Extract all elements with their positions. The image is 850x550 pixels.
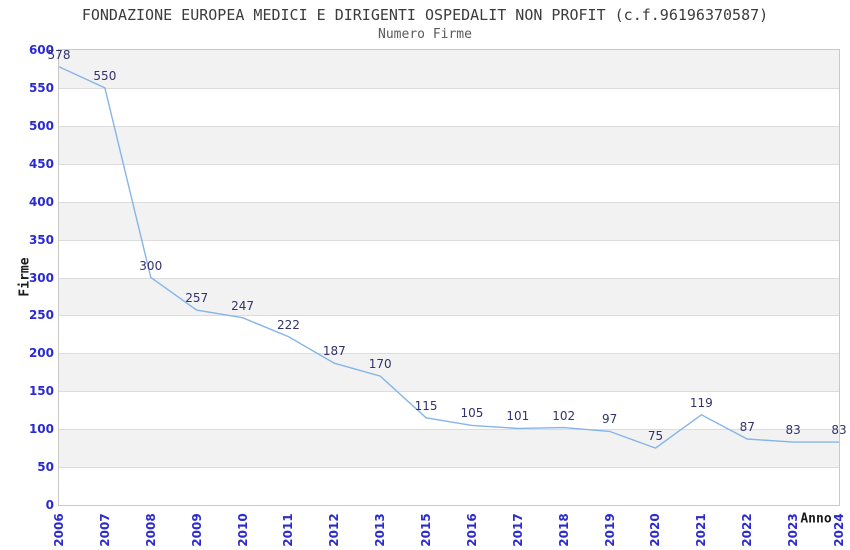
x-axis-title: Anno: [800, 511, 832, 527]
value-label: 102: [552, 408, 576, 423]
gridline: [59, 315, 839, 317]
y-tick-label: 150: [28, 384, 54, 399]
plot-band: [59, 277, 839, 316]
plot-band: [59, 163, 839, 202]
value-label: 75: [647, 429, 664, 444]
value-label: 87: [739, 420, 755, 435]
gridline: [59, 353, 839, 355]
gridline: [59, 201, 839, 203]
x-tick-label: 2023: [786, 513, 801, 547]
value-label: 257: [185, 291, 209, 306]
y-tick-label: 450: [28, 156, 54, 171]
x-tick-label: 2010: [235, 513, 250, 547]
plot-band: [59, 391, 839, 430]
x-tick-label: 2006: [52, 513, 66, 547]
plot-band: [59, 125, 839, 164]
y-tick-label: 50: [37, 460, 54, 475]
x-tick-label: 2009: [189, 513, 204, 547]
value-label: 105: [460, 406, 484, 421]
gridline: [59, 467, 839, 469]
gridline: [59, 391, 839, 393]
plot-band: [59, 429, 839, 468]
value-label: 83: [785, 423, 801, 438]
value-label: 222: [276, 317, 300, 332]
plot-band: [59, 353, 839, 392]
plot-band: [59, 201, 839, 240]
chart-subtitle: Numero Firme: [378, 27, 472, 42]
value-label: 115: [414, 398, 438, 413]
y-tick-label: 500: [28, 118, 54, 133]
value-label: 300: [139, 258, 163, 273]
y-tick-label: 0: [45, 498, 54, 512]
x-tick-label: 2012: [327, 513, 342, 547]
value-label: 170: [368, 357, 392, 372]
plot-band: [59, 315, 839, 354]
value-label: 578: [47, 47, 71, 62]
gridline: [59, 125, 839, 127]
x-tick-label: 2019: [602, 513, 617, 547]
x-tick-label: 2016: [464, 513, 479, 547]
y-tick-label: 300: [28, 270, 54, 285]
y-tick-label: 400: [28, 194, 54, 209]
x-tick-label: 2017: [510, 513, 525, 547]
x-tick-label: 2021: [694, 513, 709, 547]
plot-band: [59, 239, 839, 278]
value-label: 119: [689, 395, 713, 410]
x-tick-label: 2024: [832, 513, 846, 547]
value-label: 83: [831, 423, 847, 438]
x-tick-label: 2007: [97, 513, 112, 547]
x-tick-label: 2022: [740, 513, 755, 547]
value-label: 187: [322, 344, 346, 359]
x-tick-label: 2013: [373, 513, 388, 547]
y-tick-label: 250: [28, 308, 54, 323]
gridline: [59, 87, 839, 89]
series-line: [58, 66, 839, 449]
value-label: 550: [93, 68, 117, 83]
value-label: 247: [231, 298, 254, 313]
gridline: [59, 239, 839, 241]
plot-band: [59, 467, 839, 505]
x-tick-label: 2018: [556, 513, 571, 547]
y-axis-title: Firme: [17, 257, 33, 297]
plot-band: [59, 50, 839, 88]
value-label: 97: [601, 412, 618, 427]
x-tick-label: 2020: [648, 513, 663, 547]
y-tick-label: 100: [28, 422, 54, 437]
line-series: [58, 66, 839, 449]
y-tick-label: 600: [28, 43, 54, 57]
chart-title: FONDAZIONE EUROPEA MEDICI E DIRIGENTI OS…: [81, 6, 769, 24]
plot-band: [59, 87, 839, 126]
gridline: [59, 163, 839, 165]
value-label: 101: [506, 409, 530, 424]
y-tick-label: 550: [28, 80, 54, 95]
x-tick-label: 2008: [143, 513, 158, 547]
gridline: [59, 429, 839, 431]
plot-area: 578 550 300 257 247 222 187 170 115 105 101 102 97 75…: [48, 48, 847, 506]
y-tick-label: 350: [28, 232, 54, 247]
x-tick-label: 2015: [419, 513, 434, 547]
x-tick-label: 2011: [281, 513, 296, 547]
y-tick-label: 200: [28, 346, 54, 361]
gridline: [59, 277, 839, 279]
